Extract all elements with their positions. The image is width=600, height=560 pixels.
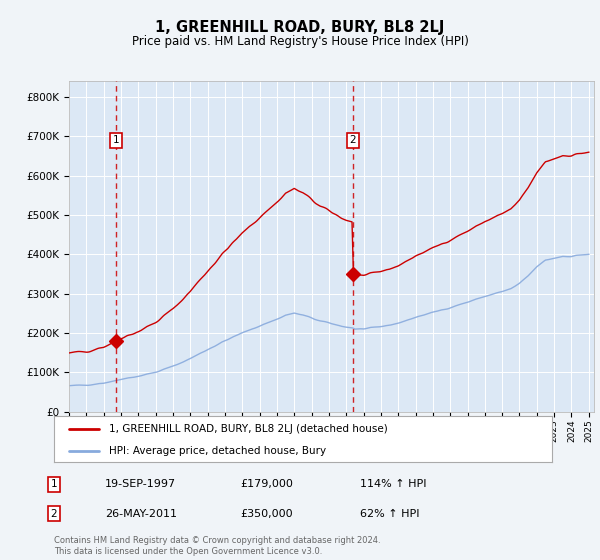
Text: 1, GREENHILL ROAD, BURY, BL8 2LJ (detached house): 1, GREENHILL ROAD, BURY, BL8 2LJ (detach… — [109, 424, 388, 434]
Text: 1, GREENHILL ROAD, BURY, BL8 2LJ: 1, GREENHILL ROAD, BURY, BL8 2LJ — [155, 20, 445, 35]
Text: 1: 1 — [113, 135, 119, 145]
Text: 62% ↑ HPI: 62% ↑ HPI — [360, 508, 419, 519]
Text: 2: 2 — [50, 508, 58, 519]
Text: HPI: Average price, detached house, Bury: HPI: Average price, detached house, Bury — [109, 446, 326, 455]
Text: Price paid vs. HM Land Registry's House Price Index (HPI): Price paid vs. HM Land Registry's House … — [131, 35, 469, 48]
Text: £350,000: £350,000 — [240, 508, 293, 519]
Text: 26-MAY-2011: 26-MAY-2011 — [105, 508, 177, 519]
Text: Contains HM Land Registry data © Crown copyright and database right 2024.
This d: Contains HM Land Registry data © Crown c… — [54, 536, 380, 556]
Text: 2: 2 — [350, 135, 356, 145]
Text: £179,000: £179,000 — [240, 479, 293, 489]
Text: 114% ↑ HPI: 114% ↑ HPI — [360, 479, 427, 489]
Text: 19-SEP-1997: 19-SEP-1997 — [105, 479, 176, 489]
Text: 1: 1 — [50, 479, 58, 489]
